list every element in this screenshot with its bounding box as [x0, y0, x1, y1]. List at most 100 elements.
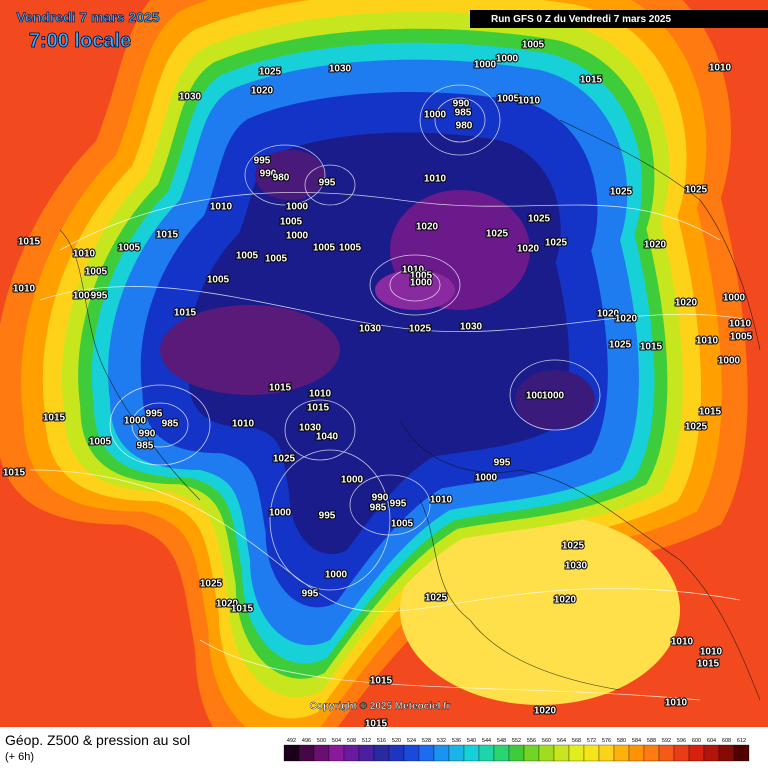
- pressure-label: 990: [453, 99, 470, 110]
- color-swatch: [673, 744, 690, 762]
- pressure-label: 1020: [554, 595, 577, 606]
- color-swatch: [373, 744, 390, 762]
- level-label: 612: [737, 738, 746, 744]
- color-swatch: [343, 744, 360, 762]
- pressure-label: 995: [91, 291, 108, 302]
- geopotential-field: [0, 0, 748, 768]
- level-label: 592: [662, 738, 671, 744]
- color-swatch: [643, 744, 660, 762]
- pressure-label: 1000: [542, 391, 565, 402]
- pressure-label: 1040: [316, 432, 339, 443]
- date: Vendredi 7 mars 2025: [16, 9, 159, 25]
- pressure-label: 1010: [518, 96, 541, 107]
- pressure-label: 1000: [723, 293, 746, 304]
- pressure-label: 1005: [339, 243, 362, 254]
- color-swatch: [688, 744, 705, 762]
- color-swatch: [328, 744, 345, 762]
- color-swatch: [283, 744, 300, 762]
- pressure-label: 985: [370, 503, 387, 514]
- level-label: 588: [647, 738, 656, 744]
- pressure-label: 1000: [496, 54, 519, 65]
- pressure-label: 1000: [424, 110, 447, 121]
- color-swatch: [358, 744, 375, 762]
- isobars: [29, 84, 751, 701]
- pressure-label: 1015: [697, 659, 720, 670]
- pressure-label: 1010: [729, 319, 752, 330]
- color-swatch: [553, 744, 570, 762]
- pressure-label: 1005: [410, 271, 433, 282]
- pressure-label: 990: [139, 429, 156, 440]
- level-label: 508: [347, 738, 356, 744]
- pressure-label: 990: [372, 493, 389, 504]
- pressure-label: 1010: [665, 698, 688, 709]
- level-label: 556: [527, 738, 536, 744]
- level-label: 544: [482, 738, 491, 744]
- level-label: 568: [572, 738, 581, 744]
- pressure-label: 1025: [545, 238, 568, 249]
- run: Run GFS 0 Z du Vendredi 7 mars 2025: [491, 14, 671, 25]
- color-swatch: [628, 744, 645, 762]
- level-label: 496: [302, 738, 311, 744]
- level-label: 580: [617, 738, 626, 744]
- color-swatch: [388, 744, 405, 762]
- pressure-label: 1005: [265, 254, 288, 265]
- color-swatch: [658, 744, 675, 762]
- pressure-label: 1020: [675, 298, 698, 309]
- pressure-label: 1005: [522, 40, 545, 51]
- pressure-label: 1005: [391, 519, 414, 530]
- pressure-label: 1010: [210, 202, 233, 213]
- color-swatch: [568, 744, 585, 762]
- pressure-label: 995: [494, 458, 511, 469]
- pressure-label: 1005: [236, 251, 259, 262]
- pressure-label: 1010: [430, 495, 453, 506]
- color-swatch: [418, 744, 435, 762]
- color-swatch: [733, 744, 750, 762]
- pressure-label: 1000: [718, 356, 741, 367]
- pressure-label: 1020: [216, 599, 239, 610]
- pressure-label: 1030: [359, 324, 382, 335]
- pressure-label: 1010: [700, 647, 723, 658]
- pressure-label: 990: [260, 169, 277, 180]
- pressure-label: 980: [456, 121, 473, 132]
- pressure-label: 1010: [73, 249, 96, 260]
- color-swatch: [598, 744, 615, 762]
- pressure-label: 1005: [497, 94, 520, 105]
- pressure-label: 1000: [73, 291, 96, 302]
- pressure-label: 1005: [313, 243, 336, 254]
- pressure-label: 1010: [709, 63, 732, 74]
- pressure-label: 1010: [424, 174, 447, 185]
- level-label: 516: [377, 738, 386, 744]
- level-label: 540: [467, 738, 476, 744]
- pressure-label: 1005: [89, 437, 112, 448]
- pressure-label: 1000: [325, 570, 348, 581]
- run-box: [470, 10, 768, 28]
- level-label: 524: [407, 738, 416, 744]
- pressure-label: 1015: [231, 604, 254, 615]
- pressure-label: 985: [455, 108, 472, 119]
- pressure-label: 1000: [410, 278, 433, 289]
- color-swatch: [703, 744, 720, 762]
- pressure-label: 1010: [309, 389, 332, 400]
- pressure-label: 1025: [562, 541, 585, 552]
- pressure-label: 1020: [644, 240, 667, 251]
- pressure-label: 1030: [299, 423, 322, 434]
- pressure-label: 1000: [269, 508, 292, 519]
- level-label: 596: [677, 738, 686, 744]
- level-label: 604: [707, 738, 716, 744]
- color-swatch: [718, 744, 735, 762]
- level-label: 532: [437, 738, 446, 744]
- level-label: 608: [722, 738, 731, 744]
- color-swatch: [508, 744, 525, 762]
- level-label: 492: [287, 738, 296, 744]
- level-label: 500: [317, 738, 326, 744]
- pressure-label: 1005: [730, 332, 753, 343]
- level-label: 548: [497, 738, 506, 744]
- pressure-label: 1000: [124, 416, 147, 427]
- pressure-label: 1015: [18, 237, 41, 248]
- pressure-label: 1015: [307, 403, 330, 414]
- color-swatch: [493, 744, 510, 762]
- pressure-label: 1020: [615, 314, 638, 325]
- pressure-label: 1025: [528, 214, 551, 225]
- pressure-label: 1005: [207, 275, 230, 286]
